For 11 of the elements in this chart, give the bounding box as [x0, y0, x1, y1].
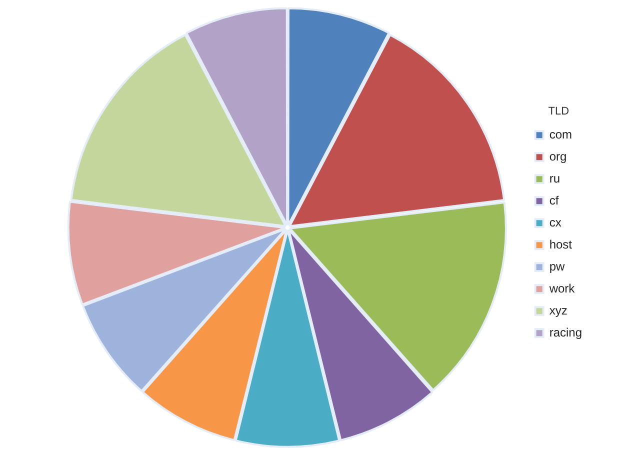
legend-title: TLD	[548, 105, 570, 118]
legend-label: ru	[549, 171, 560, 186]
legend-label: work	[548, 281, 576, 296]
legend-label: pw	[549, 259, 565, 274]
legend-label: xyz	[549, 303, 568, 318]
legend-label: host	[549, 237, 573, 252]
legend-label: cx	[549, 215, 562, 230]
legend-label: org	[549, 149, 567, 164]
legend-label: racing	[549, 325, 582, 340]
legend-label: cf	[549, 193, 560, 208]
legend-label: com	[549, 127, 572, 142]
